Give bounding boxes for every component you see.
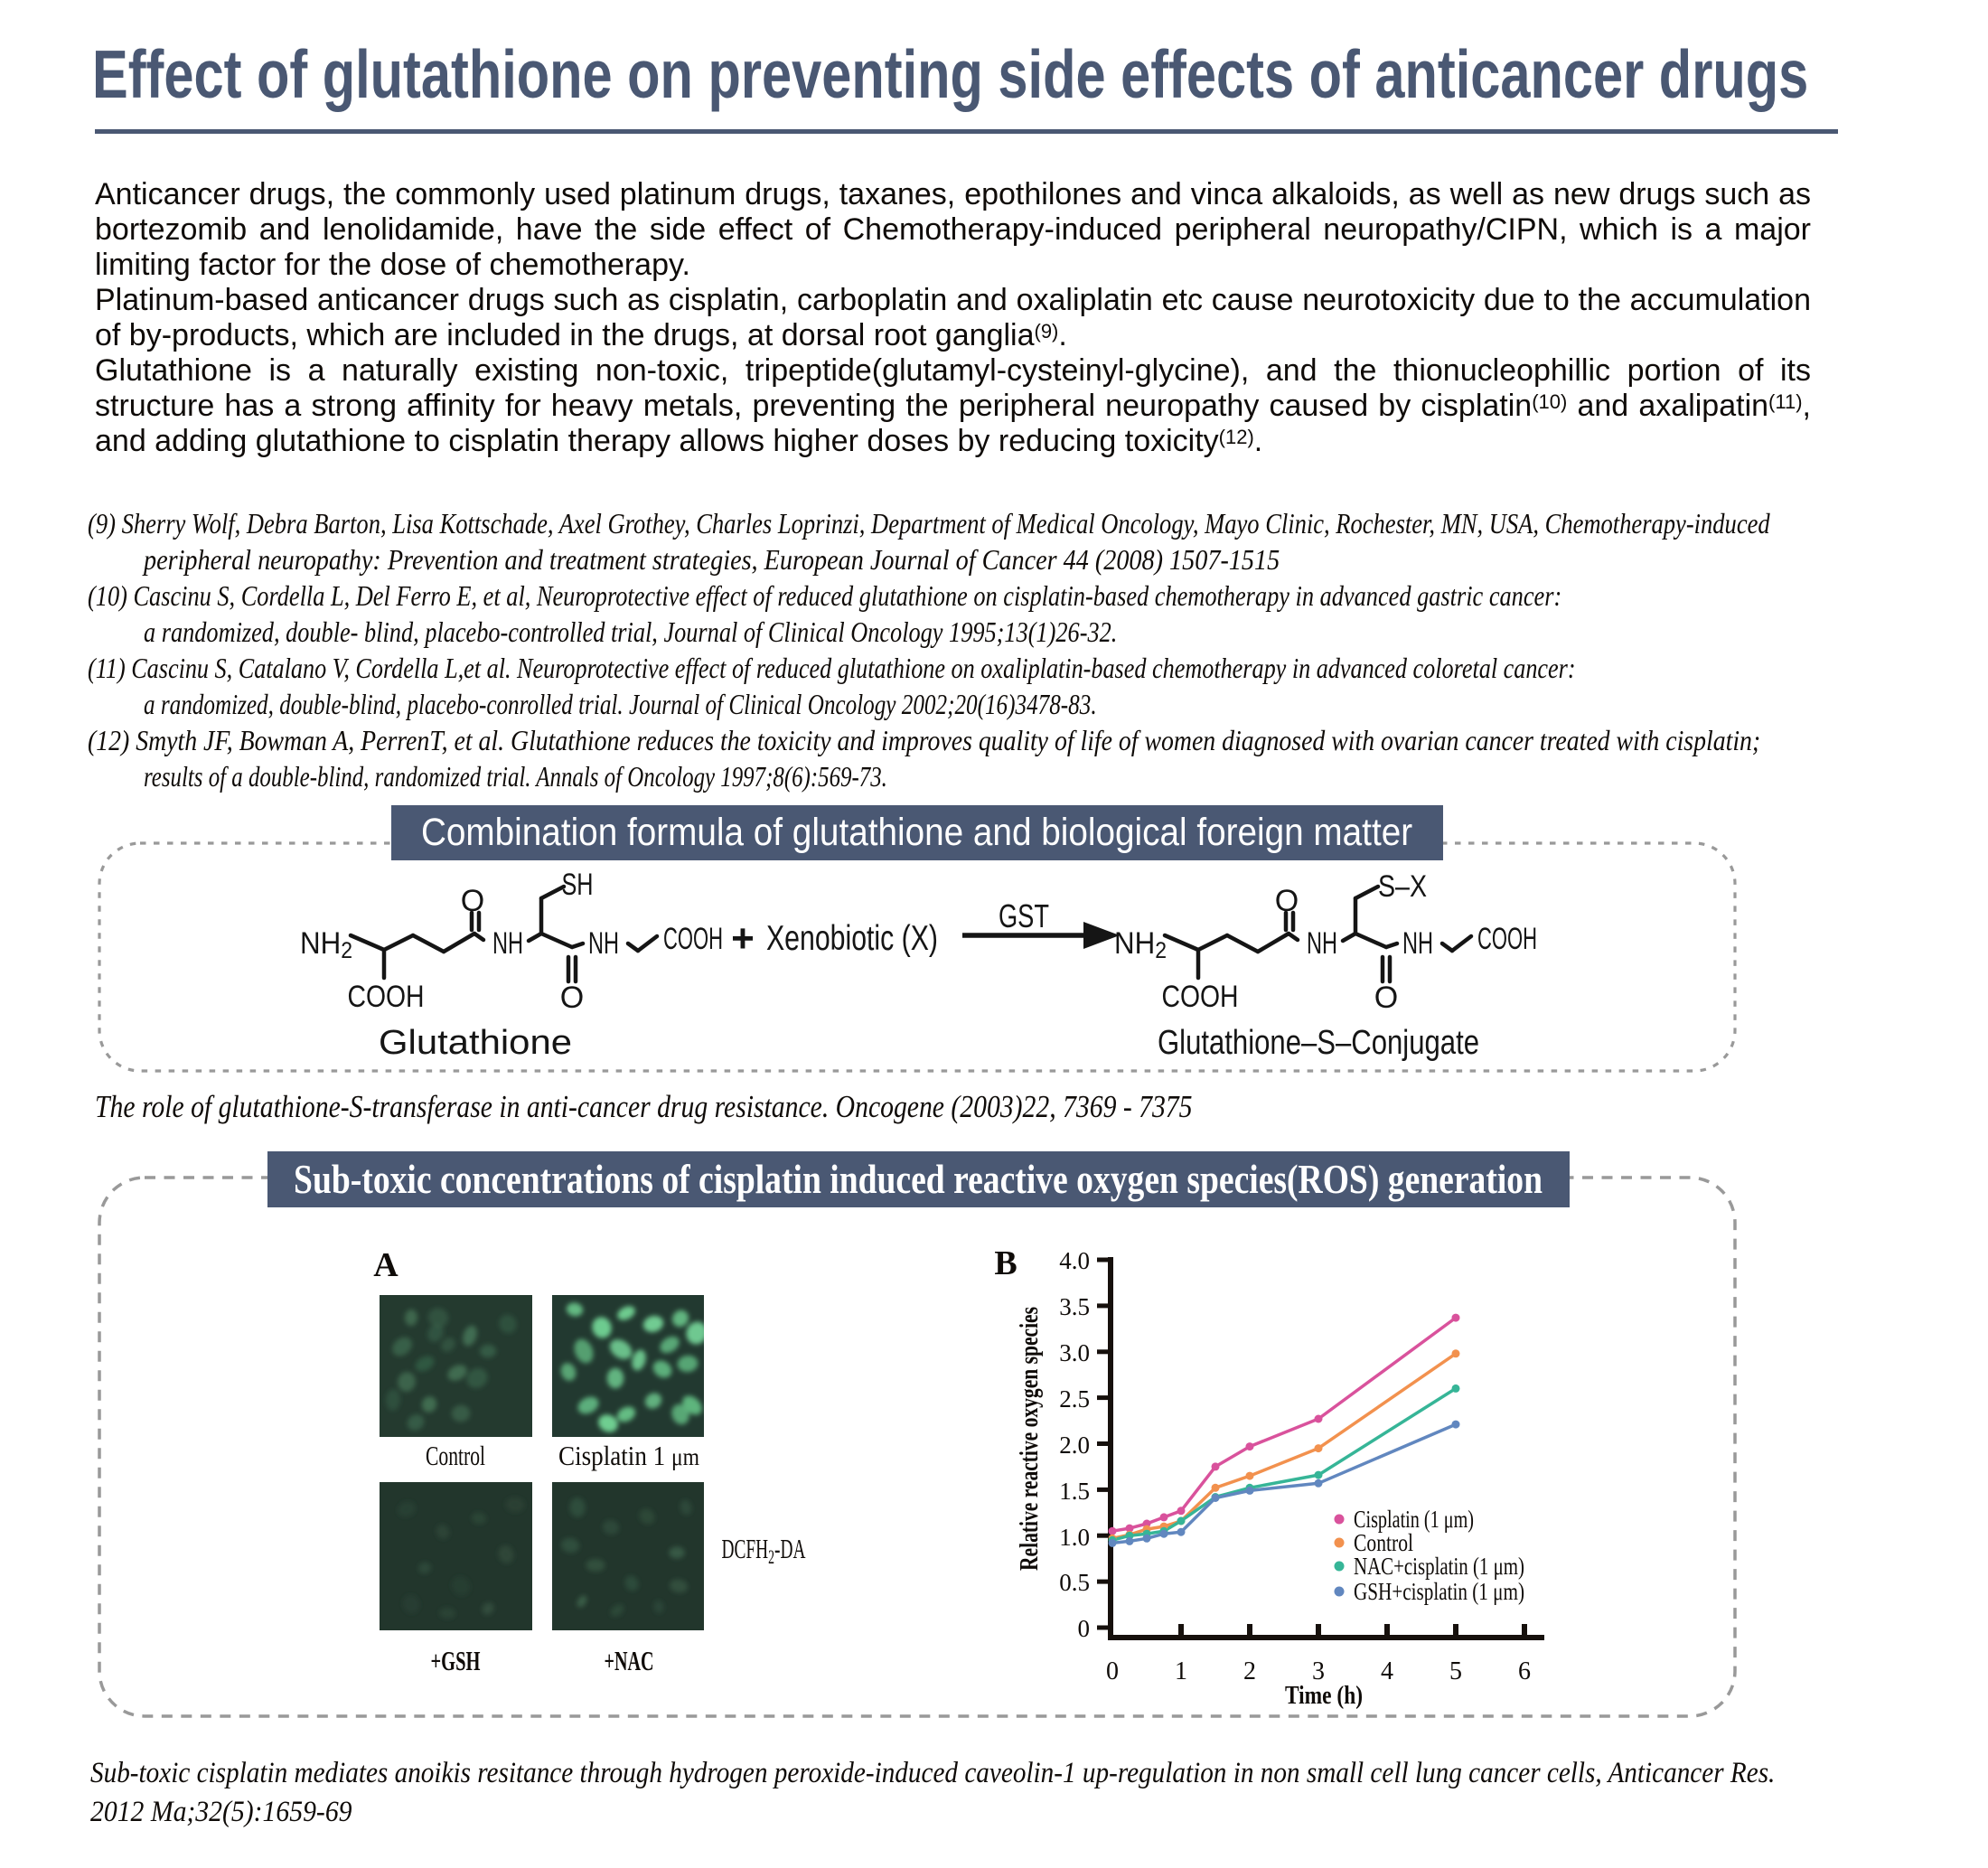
svg-text:3.5: 3.5	[1059, 1293, 1090, 1320]
svg-text:Xenobiotic (X): Xenobiotic (X)	[766, 919, 938, 958]
svg-text:3: 3	[1312, 1657, 1325, 1685]
svg-text:Cisplatin 1 μm: Cisplatin 1 μm	[558, 1440, 699, 1471]
svg-text:2.0: 2.0	[1059, 1432, 1090, 1459]
svg-text:6: 6	[1518, 1657, 1531, 1685]
svg-text:0: 0	[1106, 1657, 1119, 1685]
svg-text:5: 5	[1449, 1657, 1462, 1685]
svg-text:3.0: 3.0	[1059, 1339, 1090, 1366]
svg-text:1.0: 1.0	[1059, 1524, 1090, 1551]
svg-text:DCFH2-DA: DCFH2-DA	[722, 1533, 806, 1568]
svg-text:+: +	[731, 916, 755, 961]
svg-text:4.0: 4.0	[1059, 1247, 1090, 1274]
svg-text:0.5: 0.5	[1059, 1569, 1090, 1596]
svg-text:Relative reactive oxygen speci: Relative reactive oxygen species	[1015, 1307, 1044, 1571]
svg-text:Time (h): Time (h)	[1285, 1681, 1363, 1710]
svg-text:1: 1	[1175, 1657, 1187, 1685]
svg-text:GSH+cisplatin (1 μm): GSH+cisplatin (1 μm)	[1354, 1578, 1524, 1605]
svg-text:+NAC: +NAC	[605, 1645, 654, 1676]
svg-text:B: B	[994, 1247, 1017, 1282]
svg-text:A: A	[373, 1247, 399, 1284]
svg-text:Cisplatin (1 μm): Cisplatin (1 μm)	[1354, 1506, 1474, 1533]
svg-text:Glutathione–S–Conjugate: Glutathione–S–Conjugate	[1158, 1024, 1479, 1062]
svg-text:S–X: S–X	[1378, 869, 1427, 904]
svg-text:Control: Control	[426, 1440, 485, 1471]
svg-text:+GSH: +GSH	[431, 1645, 481, 1676]
svg-text:4: 4	[1381, 1657, 1393, 1685]
svg-text:Control: Control	[1354, 1529, 1413, 1556]
svg-text:GST: GST	[999, 897, 1049, 934]
svg-text:0: 0	[1078, 1615, 1091, 1642]
svg-text:SH: SH	[562, 868, 594, 902]
svg-text:2: 2	[1243, 1657, 1256, 1685]
svg-text:Glutathione: Glutathione	[379, 1024, 572, 1062]
svg-text:2.5: 2.5	[1059, 1385, 1090, 1413]
svg-text:1.5: 1.5	[1059, 1478, 1090, 1505]
svg-text:NAC+cisplatin (1 μm): NAC+cisplatin (1 μm)	[1354, 1553, 1524, 1580]
